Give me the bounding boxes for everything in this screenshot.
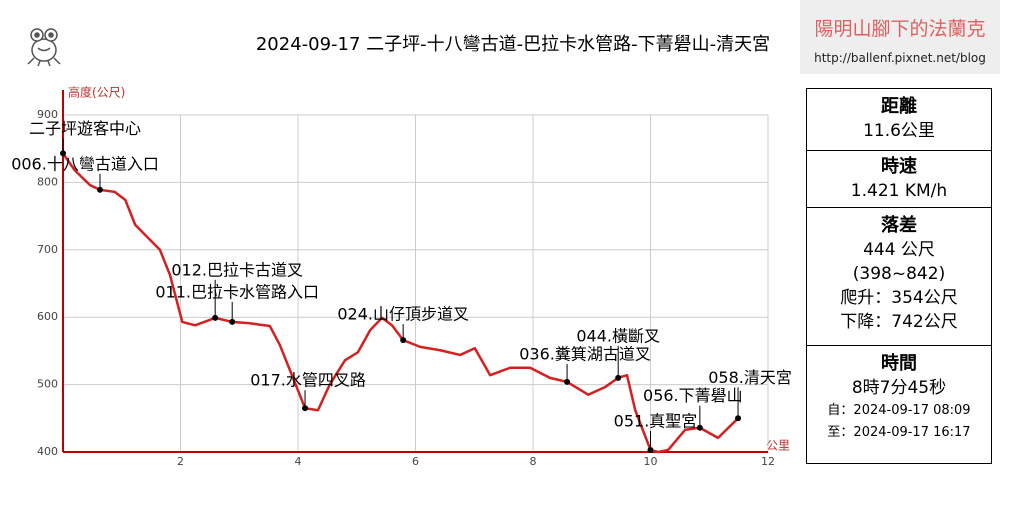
- waypoint-label: 017.水管四叉路: [250, 371, 366, 390]
- stat-range: (398~842): [852, 264, 946, 284]
- stat-value: 11.6公里: [863, 121, 935, 141]
- stat-heading: 時速: [881, 156, 917, 177]
- x-tick-label: 12: [761, 455, 775, 468]
- x-tick-label: 6: [412, 455, 419, 468]
- y-tick-label: 900: [37, 108, 58, 121]
- distance-section: 距離 11.6公里: [807, 89, 991, 151]
- waypoint: [696, 424, 703, 431]
- stat-value: 8時7分45秒: [851, 378, 947, 398]
- y-tick-label: 600: [37, 310, 58, 323]
- waypoint-label: 044.橫斷叉: [576, 326, 660, 345]
- stat-descent: 下降：742公尺: [840, 312, 958, 332]
- waypoint-label: 011.巴拉卡水管路入口: [155, 282, 319, 301]
- y-axis-label: 高度(公尺): [68, 85, 125, 100]
- waypoint-label: 056.下菁礐山: [643, 386, 743, 405]
- frog-logo: [27, 28, 61, 67]
- stat-heading: 落差: [881, 215, 917, 236]
- y-tick-label: 400: [37, 445, 58, 458]
- x-tick-label: 4: [295, 455, 302, 468]
- waypoint-label: 036.糞箕湖古道叉: [519, 344, 651, 363]
- blog-badge: 陽明山腳下的法蘭克 http://ballenf.pixnet.net/blog: [800, 0, 1000, 74]
- x-tick-label: 10: [644, 455, 658, 468]
- y-tick-label: 500: [37, 378, 58, 391]
- blog-name: 陽明山腳下的法蘭克: [814, 18, 986, 40]
- waypoint: [302, 405, 309, 412]
- chart: 2024-09-17 二子坪-十八彎古道-巴拉卡水管路-下菁礐山-清天宮 高度(…: [11, 28, 792, 468]
- waypoint: [615, 374, 622, 381]
- waypoint: [647, 446, 654, 453]
- waypoint-label: 058.清天宮: [708, 368, 792, 387]
- y-tick-label: 700: [37, 243, 58, 256]
- stat-value: 444 公尺: [863, 240, 935, 260]
- waypoint: [97, 186, 104, 193]
- stat-value: 1.421 KM/h: [850, 181, 948, 201]
- waypoint-label: 051.真聖宮: [614, 411, 698, 430]
- speed-section: 時速 1.421 KM/h: [807, 151, 991, 208]
- stat-heading: 距離: [881, 96, 917, 117]
- waypoint: [564, 378, 571, 385]
- elevation-section: 落差 444 公尺 (398~842) 爬升：354公尺 下降：742公尺: [807, 208, 991, 346]
- chart-title: 2024-09-17 二子坪-十八彎古道-巴拉卡水管路-下菁礐山-清天宮: [256, 34, 770, 55]
- stat-end: 至：2024-09-17 16:17: [827, 425, 971, 440]
- waypoint: [212, 314, 219, 321]
- y-tick-label: 800: [37, 175, 58, 188]
- stat-heading: 時間: [881, 353, 917, 374]
- waypoint: [229, 318, 236, 325]
- time-section: 時間 8時7分45秒 自：2024-09-17 08:09 至：2024-09-…: [807, 346, 991, 444]
- waypoint-label: 024.山仔頂步道叉: [337, 305, 469, 324]
- waypoint: [400, 337, 407, 344]
- blog-url: http://ballenf.pixnet.net/blog: [814, 51, 986, 65]
- waypoint-label: 二子坪遊客中心: [29, 119, 141, 138]
- stat-start: 自：2024-09-17 08:09: [827, 403, 971, 418]
- waypoint-label: 012.巴拉卡古道叉: [171, 260, 303, 279]
- elevation-line: [61, 152, 739, 454]
- stat-ascent: 爬升：354公尺: [840, 288, 958, 308]
- waypoint: [60, 150, 66, 157]
- x-tick-label: 8: [530, 455, 537, 468]
- stats-panel: 距離 11.6公里 時速 1.421 KM/h 落差 444 公尺 (398~8…: [806, 88, 992, 464]
- x-axis-label: 公里: [766, 439, 790, 453]
- x-tick-label: 2: [177, 455, 184, 468]
- waypoint-label: 006.十八彎古道入口: [11, 154, 159, 173]
- waypoint: [735, 415, 742, 422]
